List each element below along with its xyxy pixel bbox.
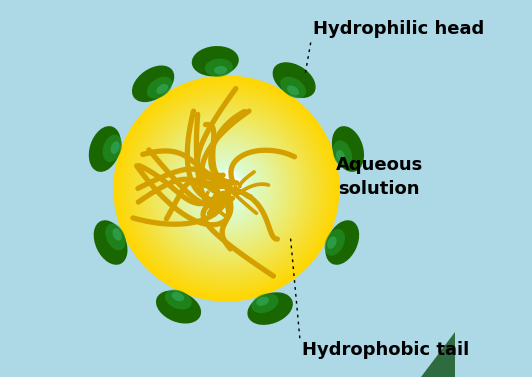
Circle shape (164, 126, 289, 251)
Circle shape (156, 119, 296, 258)
Ellipse shape (192, 46, 239, 77)
Ellipse shape (214, 66, 227, 74)
Circle shape (113, 75, 339, 302)
Ellipse shape (247, 292, 293, 325)
Circle shape (178, 140, 275, 237)
Circle shape (128, 90, 325, 287)
Circle shape (197, 159, 255, 218)
Circle shape (188, 150, 265, 227)
Circle shape (121, 83, 332, 294)
Ellipse shape (171, 292, 184, 301)
Ellipse shape (147, 77, 172, 99)
Circle shape (152, 114, 301, 263)
Circle shape (221, 178, 235, 192)
Circle shape (186, 147, 268, 230)
Circle shape (147, 109, 306, 268)
Text: Hydrophobic tail: Hydrophobic tail (302, 341, 469, 359)
Circle shape (176, 138, 277, 239)
Ellipse shape (105, 224, 126, 250)
Circle shape (183, 145, 270, 232)
Polygon shape (421, 332, 454, 377)
Circle shape (166, 128, 287, 249)
Ellipse shape (287, 86, 299, 95)
Circle shape (171, 133, 282, 244)
Ellipse shape (111, 141, 120, 154)
Circle shape (202, 164, 251, 213)
Ellipse shape (280, 77, 306, 98)
Circle shape (180, 143, 272, 234)
Circle shape (193, 155, 260, 222)
Ellipse shape (332, 126, 364, 172)
Circle shape (116, 78, 337, 299)
Circle shape (161, 124, 292, 253)
Circle shape (190, 152, 263, 225)
Circle shape (137, 100, 315, 277)
Circle shape (227, 183, 230, 186)
Ellipse shape (333, 140, 352, 168)
Text: Hydrophilic head: Hydrophilic head (313, 20, 484, 38)
Ellipse shape (251, 293, 279, 313)
Circle shape (216, 173, 240, 197)
Circle shape (223, 179, 234, 190)
Circle shape (149, 112, 303, 265)
Circle shape (213, 170, 243, 200)
Circle shape (132, 95, 320, 282)
Circle shape (173, 135, 279, 242)
Circle shape (219, 175, 238, 194)
Ellipse shape (165, 290, 192, 310)
Ellipse shape (256, 297, 269, 306)
Circle shape (218, 174, 239, 196)
Circle shape (118, 80, 335, 297)
Ellipse shape (132, 66, 174, 102)
Circle shape (145, 107, 308, 270)
Circle shape (135, 97, 318, 280)
Circle shape (210, 172, 243, 205)
Circle shape (169, 131, 284, 246)
Circle shape (123, 85, 330, 292)
Ellipse shape (272, 62, 315, 98)
Ellipse shape (327, 236, 337, 249)
Circle shape (195, 157, 258, 220)
Ellipse shape (89, 126, 121, 172)
Ellipse shape (156, 84, 168, 94)
Ellipse shape (325, 229, 345, 256)
Ellipse shape (205, 58, 233, 77)
Ellipse shape (103, 135, 122, 162)
Circle shape (220, 176, 236, 193)
Circle shape (215, 171, 242, 198)
Circle shape (159, 121, 294, 256)
Circle shape (226, 182, 231, 187)
Circle shape (142, 104, 311, 273)
Ellipse shape (112, 228, 122, 241)
Circle shape (130, 92, 323, 285)
Circle shape (205, 167, 248, 210)
Circle shape (154, 116, 298, 261)
Circle shape (224, 181, 232, 189)
Text: Aqueous
solution: Aqueous solution (336, 156, 423, 198)
Ellipse shape (336, 150, 345, 162)
Ellipse shape (94, 220, 128, 265)
Ellipse shape (326, 220, 359, 265)
Circle shape (212, 169, 245, 201)
Circle shape (211, 167, 246, 202)
Circle shape (140, 102, 313, 275)
Ellipse shape (156, 290, 201, 323)
Circle shape (126, 87, 328, 290)
Circle shape (207, 169, 246, 208)
Circle shape (200, 162, 253, 215)
